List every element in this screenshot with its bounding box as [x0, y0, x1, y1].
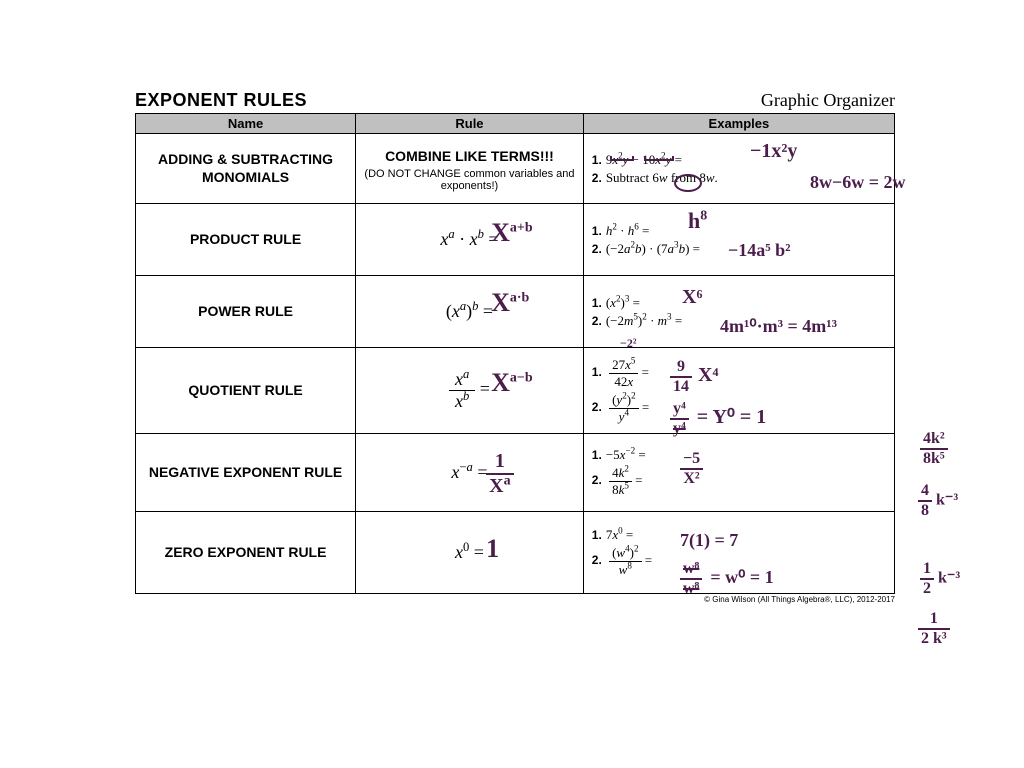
ex-text: (−2m5)2 · m3 = — [606, 313, 682, 328]
hand-answer: w⁸w⁸ = w⁰ = 1 — [680, 560, 774, 598]
table-header-row: Name Rule Examples — [136, 114, 895, 134]
rules-table: Name Rule Examples ADDING & SUBTRACTING … — [135, 113, 895, 594]
rule-name: QUOTIENT RULE — [136, 348, 356, 434]
rule-name: ADDING & SUBTRACTING MONOMIALS — [136, 134, 356, 204]
hand-answer: Xa·b — [491, 288, 529, 318]
page-title: EXPONENT RULES — [135, 90, 307, 111]
hand-answer: 1Xa — [486, 450, 513, 498]
rule-cell: xa · xb = Xa+b — [356, 204, 584, 276]
table-row: ZERO EXPONENT RULE x0 = 1 1.7x0 = 2. (w4… — [136, 512, 895, 594]
page-subtitle: Graphic Organizer — [761, 90, 895, 111]
hand-answer: −14a⁵ b² — [728, 240, 791, 261]
hand-answer: Xa−b — [491, 368, 533, 398]
underline-icon — [644, 156, 674, 161]
hand-answer: 1 — [486, 534, 499, 564]
hand-answer: −1x²y — [750, 140, 797, 163]
ex-fraction: 27x542x — [609, 357, 638, 390]
rule-name: POWER RULE — [136, 276, 356, 348]
rule-formula: x−a = — [451, 462, 487, 482]
rule-cell: x0 = 1 — [356, 512, 584, 594]
hand-sidework: 4k²8k⁵ — [920, 430, 948, 468]
ex-text: 7x0 = — [606, 527, 633, 542]
rule-fraction: xa xb — [449, 369, 475, 412]
col-name: Name — [136, 114, 356, 134]
rule-formula: (xa)b = — [446, 301, 493, 321]
rule-formula: x0 = — [455, 542, 484, 562]
circle-icon — [674, 174, 702, 192]
hand-answer: 7(1) = 7 — [680, 530, 738, 551]
rule-cell: COMBINE LIKE TERMS!!! (DO NOT CHANGE com… — [356, 134, 584, 204]
examples-cell: 1.9x2y − 10x2y = 2.Subtract 6w from 8w. — [583, 134, 894, 204]
hand-answer: Xa+b — [491, 218, 533, 248]
hand-note: −2² — [620, 336, 636, 351]
rule-cell: x−a = 1Xa — [356, 434, 584, 512]
col-examples: Examples — [583, 114, 894, 134]
hand-sidework: 12 k⁻³ — [920, 560, 960, 598]
table-row: NEGATIVE EXPONENT RULE x−a = 1Xa 1.−5x−2… — [136, 434, 895, 512]
underline-icon — [610, 156, 634, 161]
col-rule: Rule — [356, 114, 584, 134]
rule-sub: (DO NOT CHANGE common variables and expo… — [360, 168, 579, 192]
hand-sidework: 12 k³ — [918, 610, 950, 648]
hand-sidework: 48 k⁻³ — [918, 482, 958, 520]
rule-cell: xa xb = Xa−b — [356, 348, 584, 434]
hand-answer: 8w−6w = 2w — [810, 172, 906, 193]
header-row: EXPONENT RULES Graphic Organizer — [135, 90, 895, 111]
rule-cell: (xa)b = Xa·b — [356, 276, 584, 348]
rule-formula: xa · xb = — [440, 229, 498, 249]
copyright-text: © Gina Wilson (All Things Algebra®, LLC)… — [135, 595, 895, 604]
hand-answer: 4m¹⁰·m³ = 4m¹³ — [720, 316, 837, 337]
ex-fraction: (y2)2y4 — [609, 392, 639, 425]
rule-name: PRODUCT RULE — [136, 204, 356, 276]
hand-answer: X⁶ — [682, 286, 702, 309]
ex-fraction: 4k28k5 — [609, 465, 632, 498]
ex-text: h2 · h6 = — [606, 223, 650, 238]
ex-text: (x2)3 = — [606, 295, 640, 310]
ex-fraction: (w4)2w8 — [609, 545, 641, 578]
hand-answer: 914 X⁴ — [670, 358, 718, 396]
ex-text: (−2a2b) · (7a3b) = — [606, 241, 700, 256]
rule-main: COMBINE LIKE TERMS!!! — [385, 148, 554, 164]
rule-name: NEGATIVE EXPONENT RULE — [136, 434, 356, 512]
hand-answer: h8 — [688, 208, 707, 234]
hand-answer: y⁴y⁴ = Y⁰ = 1 — [670, 400, 766, 438]
rule-name: ZERO EXPONENT RULE — [136, 512, 356, 594]
ex-text: −5x−2 = — [606, 447, 646, 462]
examples-cell: 1.−5x−2 = 2. 4k28k5 = — [583, 434, 894, 512]
table-row: QUOTIENT RULE xa xb = Xa−b 1. 27x542x = … — [136, 348, 895, 434]
worksheet-page: EXPONENT RULES Graphic Organizer Name Ru… — [135, 90, 895, 604]
hand-answer: −5X² — [680, 450, 703, 488]
